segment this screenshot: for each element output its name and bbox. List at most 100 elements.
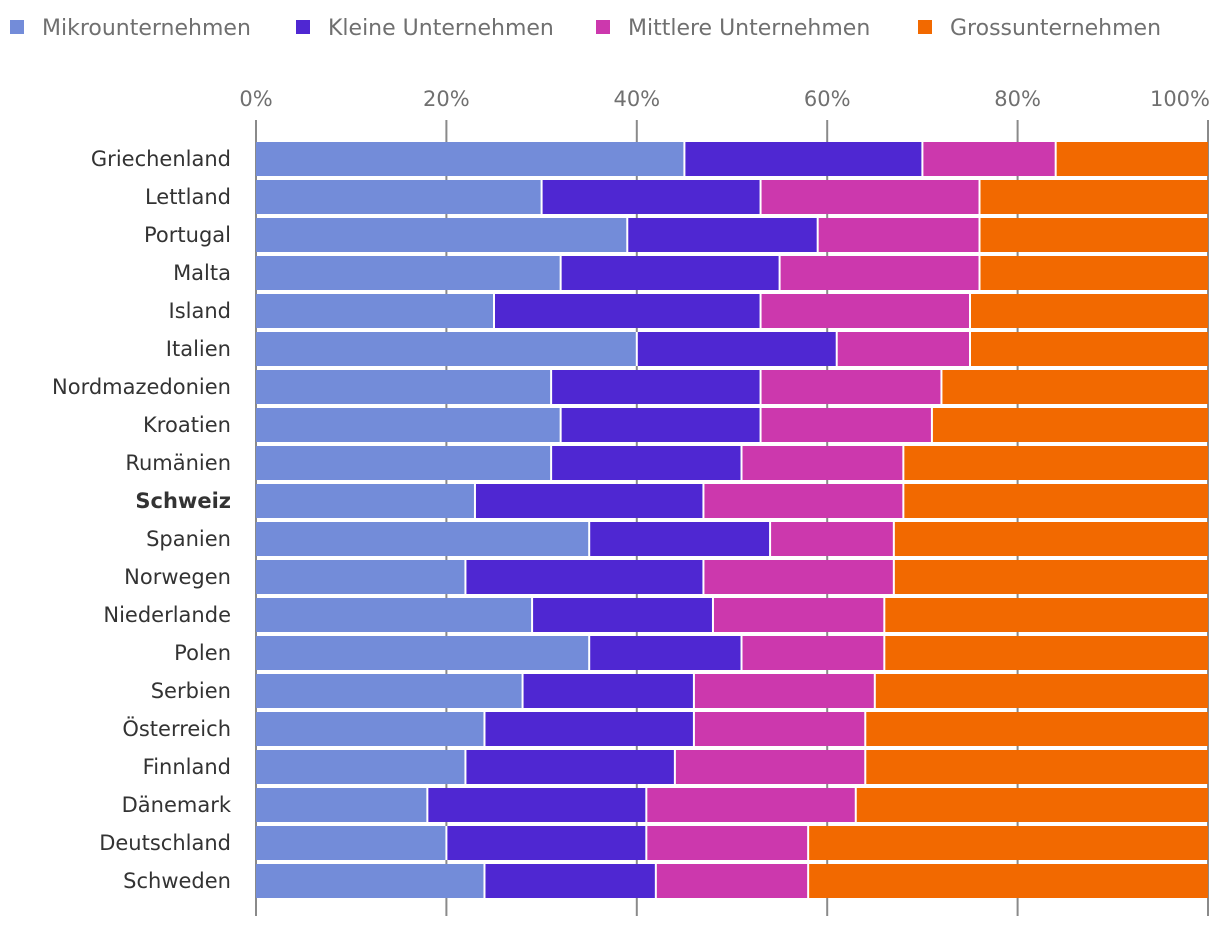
bar-nordmazedonien-mikrounternehmen: [256, 370, 552, 404]
bar-schweiz-mikrounternehmen: [256, 484, 475, 518]
bar-finnland-mikrounternehmen: [256, 750, 466, 784]
bar-norwegen-mikrounternehmen: [256, 560, 466, 594]
bar-niederlande-mittlere-unternehmen: [712, 598, 885, 632]
y-category-label-spanien: Spanien: [146, 527, 231, 551]
y-category-label-nordmazedonien: Nordmazedonien: [52, 375, 231, 399]
bar-row-griechenland: [256, 142, 1208, 176]
bar-row-spanien: [256, 522, 1208, 556]
legend-swatch-mikrounternehmen: [10, 20, 24, 34]
bar-niederlande-grossunternehmen: [884, 598, 1208, 632]
bar-finnland-mittlere-unternehmen: [674, 750, 866, 784]
bar-nordmazedonien-mittlere-unternehmen: [760, 370, 942, 404]
bar-nordmazedonien-grossunternehmen: [941, 370, 1208, 404]
bar-kroatien-mikrounternehmen: [256, 408, 561, 442]
y-axis-labels: Griechenland Lettland Portugal Malta Island I…: [52, 147, 232, 893]
bar-deutschland-kleine-unternehmen: [446, 826, 647, 860]
bars: [256, 142, 1208, 898]
bar-schweiz-kleine-unternehmen: [474, 484, 704, 518]
legend-swatch-grossunternehmen: [918, 20, 932, 34]
x-axis: 0% 20% 40% 60% 80% 100%: [239, 87, 1210, 111]
bar-island-kleine-unternehmen: [494, 294, 761, 328]
x-tick-label-100: 100%: [1150, 87, 1210, 111]
bar-portugal-mikrounternehmen: [256, 218, 628, 252]
bar-serbien-grossunternehmen: [874, 674, 1208, 708]
x-tick-label-80: 80%: [994, 87, 1041, 111]
bar-polen-kleine-unternehmen: [589, 636, 742, 670]
y-category-label-polen: Polen: [174, 641, 231, 665]
y-category-label-kroatien: Kroatien: [143, 413, 231, 437]
bar-row-rumanien: [256, 446, 1208, 480]
bar-kroatien-kleine-unternehmen: [560, 408, 761, 442]
y-category-label-griechenland: Griechenland: [91, 147, 231, 171]
bar-italien-mikrounternehmen: [256, 332, 637, 366]
bar-schweiz-grossunternehmen: [903, 484, 1208, 518]
legend-label-kleine-unternehmen: Kleine Unternehmen: [328, 16, 554, 41]
bar-schweden-kleine-unternehmen: [484, 864, 656, 898]
bar-osterreich-mikrounternehmen: [256, 712, 485, 746]
bar-row-polen: [256, 636, 1208, 670]
bar-row-lettland: [256, 180, 1208, 214]
bar-rumanien-kleine-unternehmen: [551, 446, 742, 480]
bar-row-serbien: [256, 674, 1208, 708]
y-category-label-serbien: Serbien: [151, 679, 231, 703]
y-category-label-lettland: Lettland: [145, 185, 231, 209]
bar-rumanien-mikrounternehmen: [256, 446, 552, 480]
bar-spanien-mikrounternehmen: [256, 522, 590, 556]
y-category-label-rumanien: Rumänien: [125, 451, 231, 475]
bar-griechenland-mikrounternehmen: [256, 142, 685, 176]
bar-lettland-mikrounternehmen: [256, 180, 542, 214]
bar-row-schweden: [256, 864, 1208, 898]
bar-portugal-kleine-unternehmen: [627, 218, 818, 252]
legend-label-mittlere-unternehmen: Mittlere Unternehmen: [628, 16, 870, 41]
bar-row-nordmazedonien: [256, 370, 1208, 404]
legend-label-grossunternehmen: Grossunternehmen: [950, 16, 1161, 41]
bar-danemark-kleine-unternehmen: [427, 788, 647, 822]
x-tick-label-0: 0%: [239, 87, 272, 111]
y-category-label-norwegen: Norwegen: [124, 565, 231, 589]
bar-kroatien-grossunternehmen: [931, 408, 1208, 442]
bar-osterreich-grossunternehmen: [865, 712, 1208, 746]
bar-row-osterreich: [256, 712, 1208, 746]
bar-deutschland-mikrounternehmen: [256, 826, 447, 860]
bar-lettland-grossunternehmen: [979, 180, 1208, 214]
bar-danemark-grossunternehmen: [855, 788, 1208, 822]
bar-italien-kleine-unternehmen: [636, 332, 837, 366]
y-category-label-schweden: Schweden: [123, 869, 231, 893]
bar-spanien-kleine-unternehmen: [589, 522, 771, 556]
bar-polen-mittlere-unternehmen: [741, 636, 885, 670]
bar-island-mittlere-unternehmen: [760, 294, 970, 328]
bar-spanien-grossunternehmen: [893, 522, 1208, 556]
bar-row-deutschland: [256, 826, 1208, 860]
y-category-label-italien: Italien: [166, 337, 231, 361]
bar-osterreich-kleine-unternehmen: [484, 712, 694, 746]
bar-nordmazedonien-kleine-unternehmen: [551, 370, 761, 404]
bar-danemark-mittlere-unternehmen: [646, 788, 856, 822]
bar-griechenland-kleine-unternehmen: [684, 142, 923, 176]
bar-row-malta: [256, 256, 1208, 290]
bar-norwegen-grossunternehmen: [893, 560, 1208, 594]
y-category-label-finnland: Finnland: [143, 755, 231, 779]
bar-rumanien-mittlere-unternehmen: [741, 446, 904, 480]
bar-polen-mikrounternehmen: [256, 636, 590, 670]
bar-griechenland-mittlere-unternehmen: [922, 142, 1056, 176]
bar-island-mikrounternehmen: [256, 294, 494, 328]
bar-row-island: [256, 294, 1208, 328]
bar-portugal-grossunternehmen: [979, 218, 1208, 252]
bar-lettland-kleine-unternehmen: [541, 180, 761, 214]
bar-italien-mittlere-unternehmen: [836, 332, 970, 366]
y-category-label-deutschland: Deutschland: [99, 831, 231, 855]
bar-osterreich-mittlere-unternehmen: [693, 712, 866, 746]
y-category-label-schweiz: Schweiz: [135, 489, 231, 513]
legend-swatch-kleine-unternehmen: [296, 20, 310, 34]
bar-griechenland-grossunternehmen: [1055, 142, 1208, 176]
bar-lettland-mittlere-unternehmen: [760, 180, 980, 214]
bar-italien-grossunternehmen: [970, 332, 1208, 366]
legend: Mikrounternehmen Kleine Unternehmen Mittle…: [10, 16, 1161, 41]
bar-row-portugal: [256, 218, 1208, 252]
x-tick-label-40: 40%: [613, 87, 660, 111]
bar-norwegen-kleine-unternehmen: [465, 560, 704, 594]
bar-finnland-grossunternehmen: [865, 750, 1208, 784]
y-category-label-malta: Malta: [173, 261, 231, 285]
bar-serbien-mikrounternehmen: [256, 674, 523, 708]
